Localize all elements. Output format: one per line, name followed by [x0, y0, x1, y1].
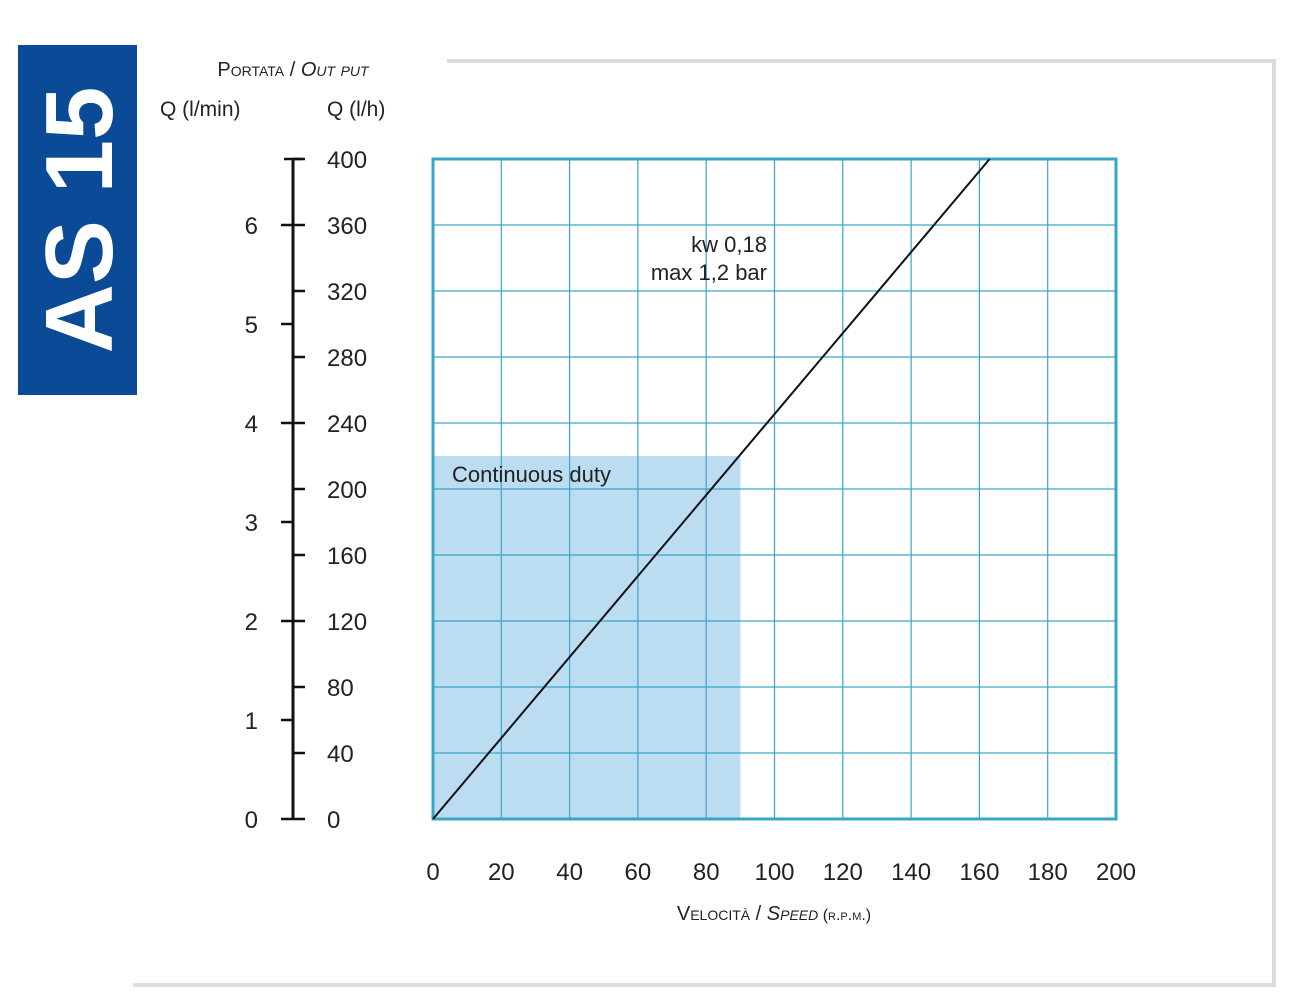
outer-frame — [133, 59, 1276, 987]
y-right-tick-label: 320 — [327, 279, 367, 306]
y-right-tick-label: 160 — [327, 543, 367, 570]
y-left-tick-label: 4 — [245, 411, 258, 438]
y-right-tick-label: 280 — [327, 345, 367, 372]
x-tick-label: 140 — [891, 859, 931, 886]
x-tick-label: 20 — [488, 859, 515, 886]
y-right-tick-label: 240 — [327, 411, 367, 438]
y-left-tick-label: 5 — [245, 312, 258, 339]
x-tick-label: 120 — [823, 859, 863, 886]
grid — [431, 157, 1118, 821]
y-left-tick-label: 3 — [245, 510, 258, 537]
model-badge-text: AS 15 — [26, 87, 133, 354]
x-tick-label: 160 — [959, 859, 999, 886]
y-axis-title: Portata / Out put — [217, 59, 370, 81]
series-line — [432, 158, 991, 820]
x-tick-label: 80 — [693, 859, 720, 886]
y-left-tick-label: 6 — [245, 213, 258, 240]
x-tick-label: 0 — [426, 859, 439, 886]
series — [432, 158, 991, 820]
x-tick-label: 40 — [556, 859, 583, 886]
region-label: Continuous duty — [452, 462, 611, 487]
y-right-tick-label: 360 — [327, 213, 367, 240]
y-right-tick-label: 200 — [327, 477, 367, 504]
y-right-tick-label: 0 — [327, 807, 340, 834]
y-left-tick-label: 2 — [245, 609, 258, 636]
x-tick-label: 200 — [1096, 859, 1136, 886]
x-tick-label: 60 — [625, 859, 652, 886]
x-axis-title: Velocità / Speed (r.p.m.) — [677, 903, 871, 925]
annotation-power: kw 0,18 — [691, 232, 767, 257]
y-left-tick-label: 1 — [245, 708, 258, 735]
y-right-tick-label: 120 — [327, 609, 367, 636]
y-right-tick-label: 40 — [327, 741, 354, 768]
model-badge: AS 15 — [18, 45, 137, 395]
axes: 0 20 40 60 80 100 120 140 160 180 2000408012016020… — [245, 147, 1136, 886]
x-tick-label: 100 — [754, 859, 794, 886]
y-right-tick-label: 400 — [327, 147, 367, 174]
y-right-tick-label: 80 — [327, 675, 354, 702]
annotation-pressure: max 1,2 bar — [651, 260, 767, 285]
y-left-label: Q (l/min) — [160, 98, 241, 121]
x-tick-label: 180 — [1028, 859, 1068, 886]
plot-border — [431, 157, 1118, 821]
y-right-label: Q (l/h) — [327, 98, 385, 121]
y-left-tick-label: 0 — [245, 807, 258, 834]
